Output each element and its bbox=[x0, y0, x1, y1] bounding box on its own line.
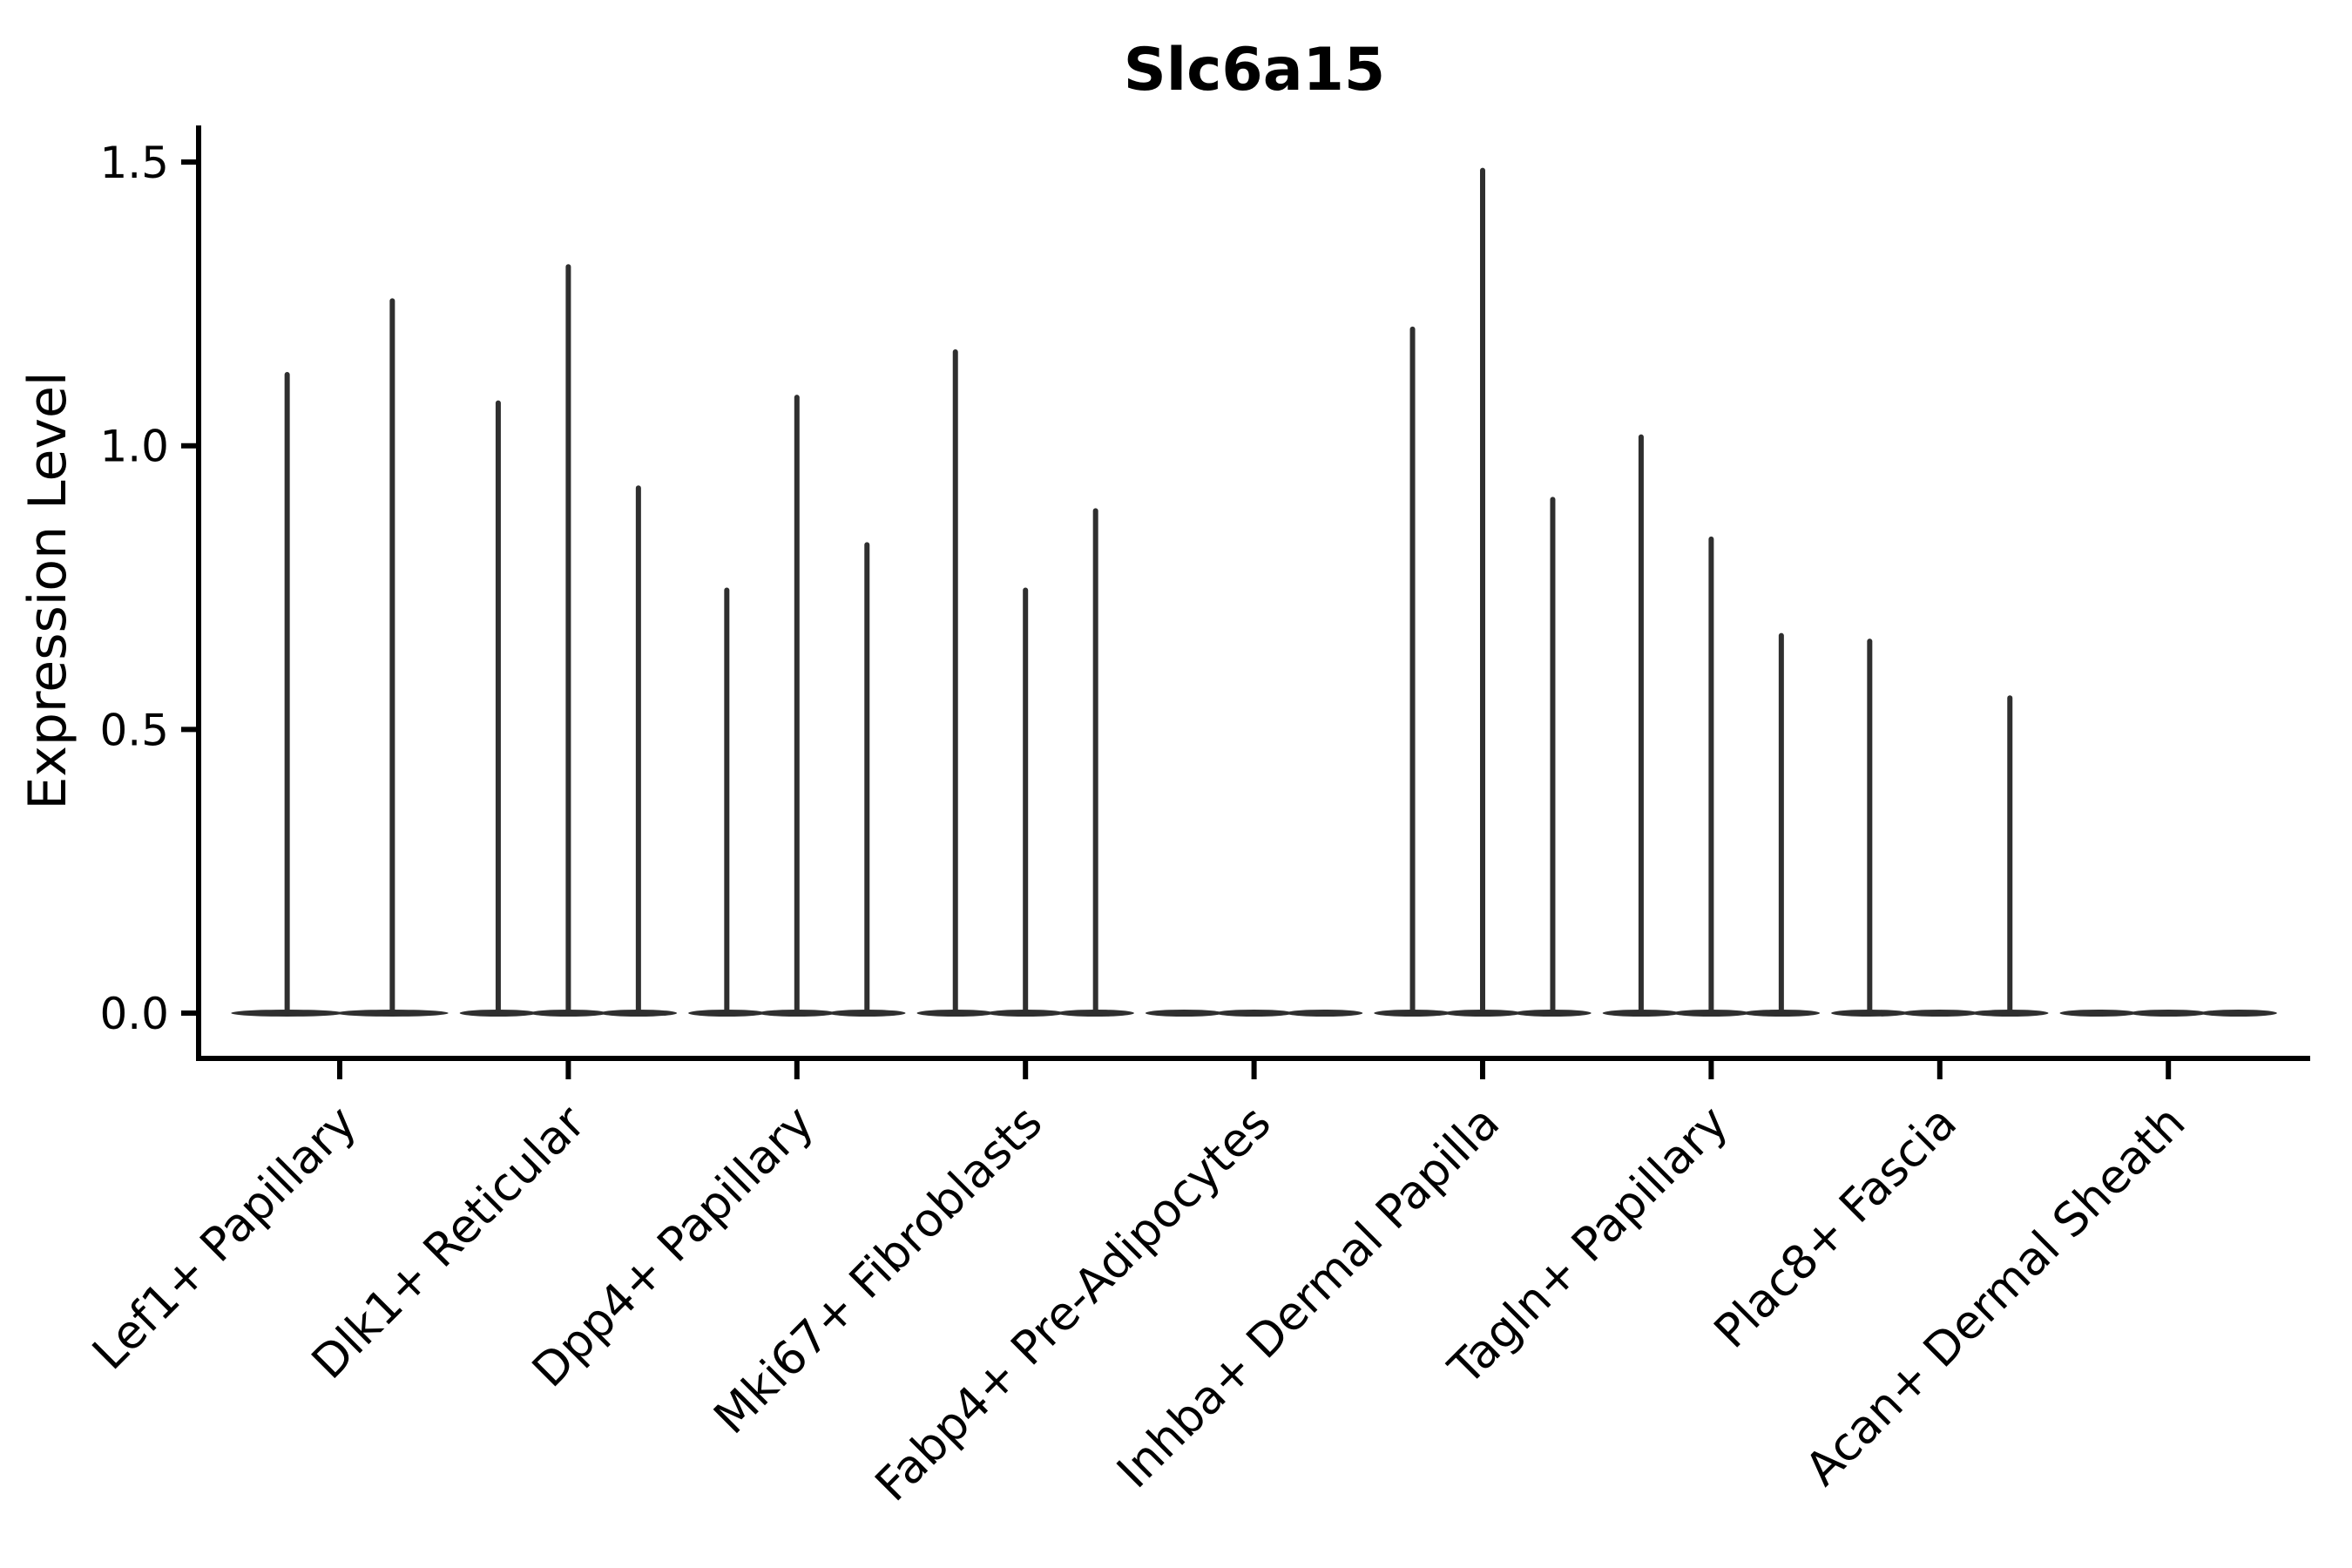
figure-title: Slc6a15 bbox=[1124, 36, 1385, 105]
violin-base bbox=[1145, 1010, 1223, 1017]
violin-base bbox=[2059, 1010, 2137, 1017]
violin-base bbox=[2129, 1010, 2207, 1017]
violin-base bbox=[1215, 1010, 1293, 1017]
y-tick-label: 0.0 bbox=[99, 989, 169, 1039]
violin-base bbox=[2200, 1010, 2277, 1017]
y-tick-label: 0.5 bbox=[99, 705, 169, 755]
y-tick-label: 1.0 bbox=[99, 422, 169, 472]
x-tick-label: Plac8+ Fascia bbox=[1705, 1096, 1967, 1358]
x-tick-label: Inhba+ Dermal Papilla bbox=[1107, 1096, 1510, 1498]
x-tick-label: Acan+ Dermal Sheath bbox=[1795, 1096, 2195, 1496]
y-tick-label: 1.5 bbox=[99, 138, 169, 188]
y-axis-label: Expression Level bbox=[17, 371, 78, 809]
violin-base bbox=[1901, 1010, 1979, 1017]
x-tick-label: Fabp4+ Pre-Adipocytes bbox=[866, 1096, 1281, 1511]
violin-base bbox=[1285, 1010, 1363, 1017]
